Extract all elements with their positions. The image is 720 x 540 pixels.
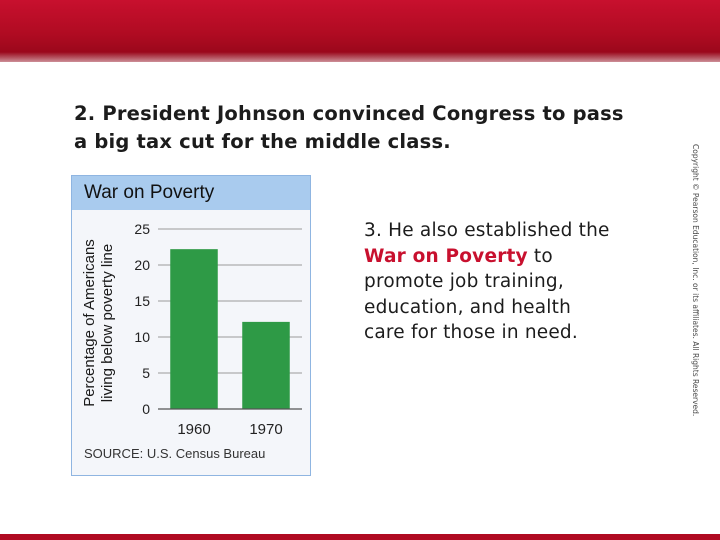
bottom-banner — [0, 534, 720, 540]
x-category-labels: 1960 1970 — [177, 421, 282, 438]
slide-point-2: 2. President Johnson convinced Congress … — [74, 102, 624, 153]
slide-point-3: 3. He also established the War on Povert… — [364, 218, 614, 346]
y-axis-label-line-2: living below poverty line — [99, 244, 116, 402]
y-axis-label: Percentage of Americans living below pov… — [81, 239, 116, 407]
y-tick-labels: 0 5 10 15 20 25 — [134, 221, 150, 417]
bar-chart: 0 5 10 15 20 25 1960 1970 Percentage of Americ… — [81, 221, 302, 438]
x-category-label: 1970 — [249, 421, 282, 438]
bar-1970 — [242, 321, 290, 409]
point-3-text-end: to promote job training, education, and … — [364, 245, 578, 344]
chart-card: War on Poverty 0 5 10 15 20 25 1960 1970 Perce… — [71, 175, 311, 476]
top-banner — [0, 0, 720, 62]
y-tick-label: 15 — [134, 293, 150, 309]
copyright-notice: Copyright © Pearson Education, Inc. or i… — [691, 144, 700, 417]
chart-source: SOURCE: U.S. Census Bureau — [84, 446, 266, 461]
y-axis-label-line-1: Percentage of Americans — [81, 239, 98, 407]
bar-1960 — [170, 249, 218, 409]
chart-header: War on Poverty — [72, 176, 310, 210]
y-tick-label: 20 — [134, 257, 150, 273]
x-category-label: 1960 — [177, 421, 210, 438]
y-tick-label: 5 — [142, 365, 150, 381]
y-tick-label: 0 — [142, 401, 150, 417]
chart-title: War on Poverty — [84, 182, 215, 203]
bars — [170, 249, 290, 409]
point-3-text-start: 3. He also established the — [364, 220, 610, 241]
war-on-poverty-emphasis: War on Poverty — [364, 245, 528, 267]
y-tick-label: 25 — [134, 221, 150, 237]
y-tick-label: 10 — [134, 329, 150, 345]
